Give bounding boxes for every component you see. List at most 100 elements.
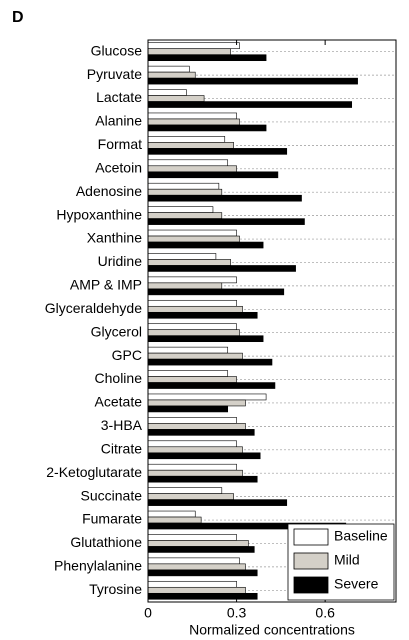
y-tick-label: 2-Ketoglutarate (46, 464, 142, 480)
bar (147, 346, 229, 354)
y-tick-label: Succinate (81, 487, 143, 503)
bar (147, 182, 220, 190)
bar (147, 546, 255, 553)
legend-swatch (293, 528, 329, 546)
bar (147, 194, 302, 202)
bar (147, 487, 223, 494)
bar (147, 259, 231, 266)
y-tick-label: Acetoin (95, 159, 142, 175)
bar (147, 305, 243, 313)
plot-frame (147, 39, 397, 603)
bar (147, 469, 243, 477)
y-tick-label: Phenylalanine (54, 558, 142, 574)
y-tick-label: Glutathione (70, 534, 142, 550)
bar (147, 329, 240, 337)
bar (147, 265, 296, 272)
bar (147, 382, 276, 389)
x-axis-label: Normalized concentrations (189, 622, 355, 638)
y-tick-label: Lactate (96, 89, 142, 105)
bar (147, 253, 217, 260)
bar (147, 77, 358, 85)
x-tick-label: 0.6 (315, 605, 335, 621)
bar (147, 101, 353, 108)
legend-label: Baseline (334, 528, 388, 544)
y-tick-label: Fumarate (82, 511, 142, 527)
bar (147, 165, 237, 173)
bar (147, 142, 234, 149)
bar (147, 71, 196, 79)
bar (147, 124, 267, 132)
y-tick-label: GPC (112, 347, 142, 363)
bar (147, 112, 237, 120)
bar (147, 229, 237, 237)
x-tick-label: 0 (144, 605, 152, 621)
bar (147, 586, 246, 594)
y-tick-label: Xanthine (87, 230, 142, 246)
y-tick-label: 3-HBA (101, 417, 143, 433)
y-tick-label: Format (98, 136, 142, 152)
y-tick-label: Hypoxanthine (56, 206, 142, 222)
bar (147, 65, 190, 73)
y-tick-label: Tyrosine (89, 581, 142, 597)
bar (147, 499, 288, 506)
bar (147, 241, 264, 249)
bar (147, 171, 279, 179)
bar (147, 89, 187, 96)
bar (147, 452, 261, 460)
y-tick-label: Acetate (95, 394, 143, 410)
y-tick-label: Alanine (95, 113, 142, 129)
bar (147, 188, 223, 196)
bar (147, 557, 240, 565)
bar (147, 118, 240, 126)
y-tick-label: Pyruvate (87, 66, 142, 82)
bar (147, 358, 273, 366)
bar (147, 399, 246, 407)
bar (147, 136, 226, 143)
legend-label: Severe (334, 576, 379, 592)
bar (147, 516, 202, 524)
bar (147, 440, 237, 448)
bar (147, 417, 237, 424)
bar (147, 48, 231, 56)
bar (147, 335, 264, 343)
bar (147, 405, 229, 413)
bar (147, 42, 240, 50)
bar (147, 206, 214, 213)
bar (147, 323, 237, 331)
bar (147, 376, 237, 383)
bar (147, 212, 223, 219)
bar (147, 311, 258, 319)
legend-swatch (293, 552, 329, 570)
bar (147, 288, 285, 296)
bar (147, 446, 243, 454)
y-tick-label: Glucose (91, 42, 143, 58)
panel-label: D (12, 9, 24, 26)
y-tick-label: AMP & IMP (70, 277, 142, 293)
bar (147, 540, 249, 547)
bar (147, 393, 267, 401)
x-tick-label: 0.3 (227, 605, 247, 621)
y-tick-label: Adenosine (76, 183, 142, 199)
bar (147, 493, 234, 500)
bar (147, 299, 237, 307)
bar (147, 569, 258, 577)
bar (147, 592, 258, 600)
legend-label: Mild (334, 552, 360, 568)
bar (147, 580, 237, 588)
bar (147, 463, 237, 471)
legend-swatch (293, 576, 329, 594)
bar (147, 370, 229, 377)
y-tick-label: Glycerol (91, 323, 142, 339)
y-tick-label: Citrate (101, 440, 142, 456)
y-tick-label: Choline (95, 370, 143, 386)
bar (147, 159, 229, 167)
bar (147, 235, 240, 243)
bar (147, 95, 205, 102)
y-tick-label: Uridine (98, 253, 143, 269)
bar (147, 429, 255, 436)
bar (147, 563, 246, 571)
bar (147, 276, 237, 284)
bar (147, 423, 246, 430)
bar (147, 148, 288, 155)
